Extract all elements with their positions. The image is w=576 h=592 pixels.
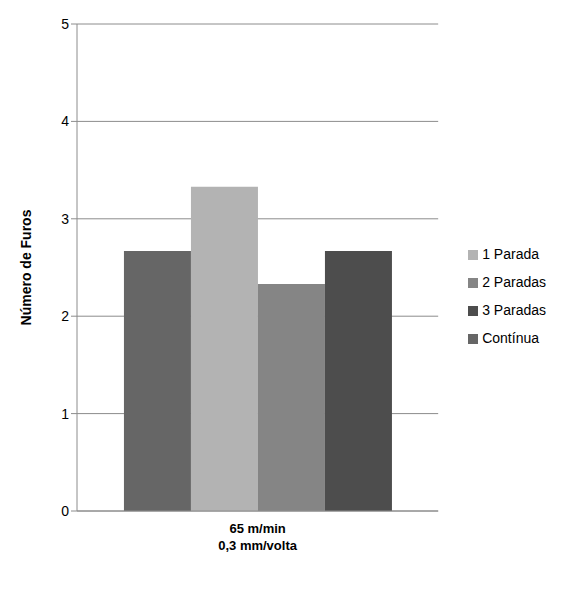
- svg-text:0: 0: [61, 503, 69, 519]
- svg-text:5: 5: [61, 16, 69, 32]
- svg-text:4: 4: [61, 113, 69, 129]
- svg-text:3: 3: [61, 211, 69, 227]
- html-text:2 Paradas: 2 Paradas: [482, 274, 546, 290]
- html-text:1 Parada: 1 Parada: [482, 246, 539, 262]
- html-text:Contínua: Contínua: [482, 330, 539, 346]
- svg-text:1: 1: [61, 406, 69, 422]
- html-text:3 Paradas: 3 Paradas: [482, 302, 546, 318]
- svg-text:65 m/min0,3 mm/volta: 65 m/min0,3 mm/volta: [218, 521, 298, 553]
- svg-text:Número de Furos: Número de Furos: [18, 209, 34, 325]
- svg-text:2: 2: [61, 308, 69, 324]
